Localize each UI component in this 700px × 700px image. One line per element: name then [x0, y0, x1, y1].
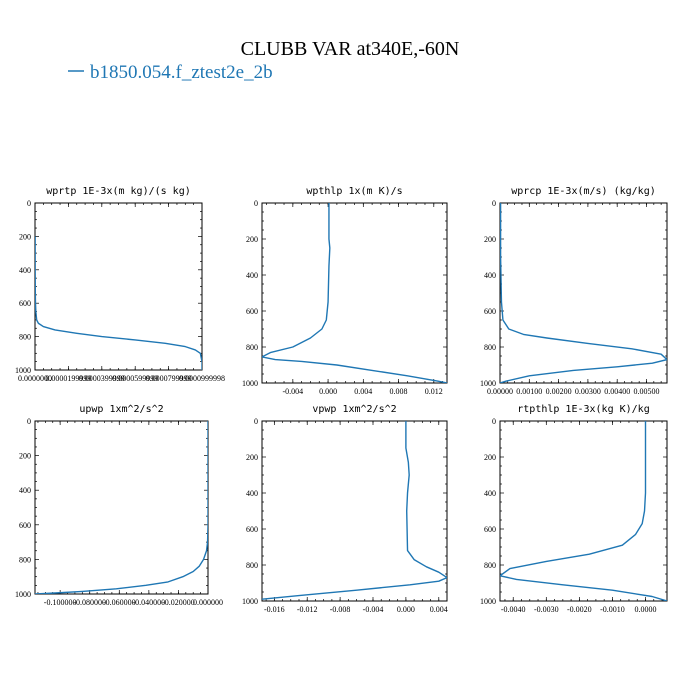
y-tick-label: 400	[246, 271, 258, 280]
x-tick-label: 0.0000999998	[179, 374, 225, 383]
y-tick-label: 0	[27, 199, 31, 208]
x-tick-label: 0.0000399999	[79, 374, 125, 383]
x-tick-label: 0.0000000	[18, 374, 52, 383]
y-tick-label: 800	[19, 555, 31, 564]
subplot-title: rtpthlp 1E-3x(kg K)/kg	[517, 404, 649, 415]
x-tick-label: 0.00500	[633, 387, 659, 396]
x-tick-label: 0.00400	[604, 387, 630, 396]
y-tick-label: 1000	[15, 366, 31, 375]
y-tick-label: 800	[246, 561, 258, 570]
subplot-title: wprcp 1E-3x(m/s) (kg/kg)	[511, 186, 656, 197]
y-tick-label: 0	[254, 417, 258, 426]
subplot-title: upwp 1xm^2/s^2	[79, 404, 163, 415]
subplot-title: vpwp 1xm^2/s^2	[312, 404, 396, 415]
x-tick-label: -0.0040	[501, 605, 526, 614]
series-line	[500, 203, 667, 383]
legend-label: b1850.054.f_ztest2e_2b	[90, 62, 273, 83]
y-tick-label: 400	[19, 266, 31, 275]
y-tick-label: 1000	[242, 379, 258, 388]
y-tick-label: 600	[484, 307, 496, 316]
y-tick-label: 200	[246, 235, 258, 244]
y-tick-label: 600	[246, 525, 258, 534]
x-tick-label: -0.0010	[600, 605, 625, 614]
x-tick-label: -0.004	[363, 605, 384, 614]
x-tick-label: 0.004	[354, 387, 372, 396]
x-tick-label: 0.0000599999	[112, 374, 158, 383]
subplot-title: wprtp 1E-3x(m kg)/(s kg)	[46, 186, 191, 197]
subplot-6: rtpthlp 1E-3x(kg K)/kg02004006008001000-…	[480, 404, 668, 614]
y-tick-label: 1000	[15, 590, 31, 599]
y-tick-label: 400	[484, 271, 496, 280]
x-tick-label: -0.016	[264, 605, 285, 614]
x-tick-label: 0.000	[397, 605, 415, 614]
y-tick-label: 600	[19, 299, 31, 308]
plot-frame	[499, 202, 668, 384]
series-line	[35, 421, 208, 594]
y-tick-label: 1000	[480, 597, 496, 606]
y-tick-label: 800	[484, 343, 496, 352]
y-tick-label: 400	[19, 486, 31, 495]
x-tick-label: 0.00200	[546, 387, 572, 396]
figure-title: CLUBB VAR at340E,-60N	[241, 38, 460, 60]
series-line	[262, 421, 447, 600]
subplot-title: wpthlp 1x(m K)/s	[306, 186, 402, 197]
x-tick-label: -0.100000	[44, 598, 77, 607]
subplot-1: wprtp 1E-3x(m kg)/(s kg) 0 200 400 600 800 100…	[15, 186, 225, 383]
x-tick-label: -0.020000	[162, 598, 195, 607]
x-tick-label: -0.0020	[567, 605, 592, 614]
plot-frame	[261, 420, 448, 602]
x-tick-label: 0.000000	[193, 598, 223, 607]
subplot-3: wprcp 1E-3x(m/s) (kg/kg) 0 200 400 600 800 100…	[480, 186, 668, 396]
x-tick-label: 0.0000799999	[146, 374, 192, 383]
y-tick-label: 600	[246, 307, 258, 316]
y-tick-label: 0	[492, 417, 496, 426]
y-tick-label: 1000	[480, 379, 496, 388]
y-tick-label: 600	[484, 525, 496, 534]
x-tick-label: -0.080000	[73, 598, 106, 607]
y-tick-label: 0	[27, 417, 31, 426]
x-tick-label: -0.008	[330, 605, 351, 614]
plot-frame	[261, 202, 448, 384]
legend: b1850.054.f_ztest2e_2b	[68, 62, 273, 83]
y-tick-label: 1000	[242, 597, 258, 606]
x-tick-label: -0.060000	[103, 598, 136, 607]
y-tick-label: 800	[484, 561, 496, 570]
x-tick-label: 0.00100	[516, 387, 542, 396]
series-line	[35, 236, 202, 370]
plot-frame	[34, 420, 209, 595]
y-tick-label: 0	[492, 199, 496, 208]
y-tick-label: 200	[19, 452, 31, 461]
x-tick-label: 0.0000	[635, 605, 657, 614]
x-tick-label: 0.008	[390, 387, 408, 396]
x-tick-label: 0.000	[319, 387, 337, 396]
x-tick-label: 0.00300	[575, 387, 601, 396]
y-tick-label: 800	[246, 343, 258, 352]
x-tick-label: -0.012	[297, 605, 318, 614]
y-tick-label: 200	[19, 232, 31, 241]
x-tick-label: 0.012	[425, 387, 443, 396]
y-tick-label: 600	[19, 521, 31, 530]
x-tick-label: 0.0000199999	[45, 374, 91, 383]
y-tick-label: 0	[254, 199, 258, 208]
x-tick-label: 0.00000	[487, 387, 513, 396]
y-tick-label: 800	[19, 333, 31, 342]
x-tick-label: -0.040000	[133, 598, 166, 607]
x-tick-label: 0.004	[430, 605, 448, 614]
y-tick-label: 400	[246, 489, 258, 498]
plot-frame	[499, 420, 668, 602]
x-tick-label: -0.0030	[534, 605, 559, 614]
y-tick-label: 200	[484, 453, 496, 462]
series-line	[500, 421, 667, 601]
subplot-2: wpthlp 1x(m K)/s 0 200 400 600 800 1000 -0.004 0…	[242, 186, 448, 396]
x-tick-label: -0.004	[282, 387, 303, 396]
y-tick-label: 200	[484, 235, 496, 244]
series-line	[262, 203, 447, 383]
y-tick-label: 400	[484, 489, 496, 498]
subplot-4: upwp 1xm^2/s^2 0 200 400 600 800 1000 -0.100000…	[15, 404, 223, 607]
subplot-5: vpwp 1xm^2/s^2 0 200 400 600 800 1000 -0.016 -0.…	[242, 404, 448, 614]
subplot-grid: wprtp 1E-3x(m kg)/(s kg) 0 200 400 600 800 100…	[15, 186, 668, 614]
y-tick-label: 200	[246, 453, 258, 462]
